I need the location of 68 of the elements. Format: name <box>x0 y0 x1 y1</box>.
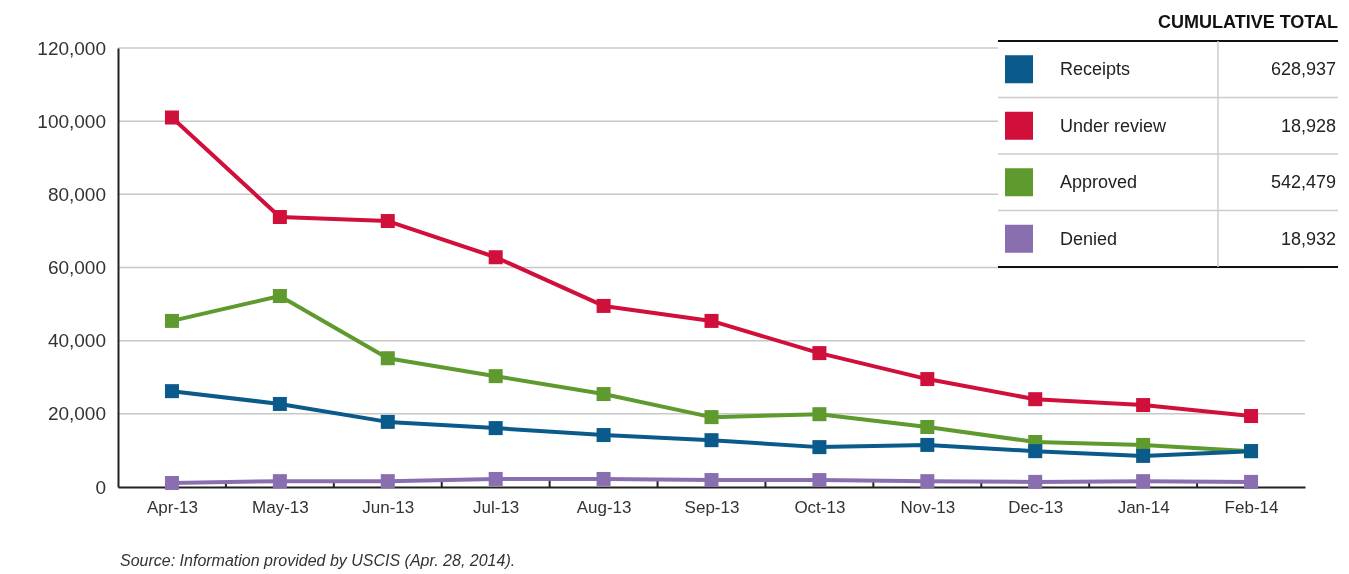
point <box>488 369 503 384</box>
point <box>704 313 719 328</box>
point <box>380 351 395 366</box>
point <box>596 471 611 486</box>
legend-label: Denied <box>1060 228 1118 249</box>
legend-label: Receipts <box>1060 59 1131 80</box>
legend-title: CUMULATIVE TOTAL <box>1158 12 1338 32</box>
point <box>704 410 719 425</box>
y-tick-label: 100,000 <box>37 110 106 132</box>
point <box>1028 392 1043 407</box>
point <box>164 110 179 125</box>
point <box>812 440 827 455</box>
x-tick-label: Jul-13 <box>473 498 520 518</box>
point <box>272 474 287 489</box>
point <box>1244 474 1259 489</box>
annotation: 18,932 <box>1280 228 1336 249</box>
point <box>1028 474 1043 489</box>
x-tick-label: May-13 <box>252 498 309 518</box>
point <box>380 474 395 489</box>
point <box>1028 444 1043 459</box>
point <box>380 214 395 229</box>
x-tick-label: Dec-13 <box>1008 498 1064 518</box>
point <box>920 420 935 434</box>
point <box>596 428 611 443</box>
point <box>272 396 287 411</box>
x-tick-label: Nov-13 <box>900 498 956 518</box>
point <box>1136 398 1151 413</box>
point <box>488 471 503 486</box>
annotation: 18,928 <box>1280 115 1336 136</box>
legend-label: Under review <box>1060 115 1168 136</box>
y-tick-label: 80,000 <box>47 183 106 205</box>
point <box>704 473 719 488</box>
point <box>920 372 935 387</box>
point <box>812 473 827 488</box>
x-tick-label: Aug-13 <box>576 498 632 518</box>
y-tick-label: 120,000 <box>37 37 106 59</box>
point <box>164 475 179 490</box>
point <box>1136 474 1151 489</box>
point <box>596 387 611 402</box>
x-tick-label: Sep-13 <box>684 498 740 518</box>
y-tick-label: 0 <box>95 476 106 498</box>
point <box>1136 448 1151 463</box>
y-tick-label: 20,000 <box>47 403 106 425</box>
point <box>488 250 503 265</box>
point <box>164 384 179 399</box>
point <box>380 414 395 429</box>
point <box>704 433 719 448</box>
point <box>272 289 287 304</box>
point <box>272 210 287 225</box>
source-note: Source: Information provided by USCIS (Apr. 28, 2014). <box>120 552 516 569</box>
x-tick-label: Apr-13 <box>146 498 198 518</box>
point <box>1244 409 1259 424</box>
x-tick-label: Jan-14 <box>1117 498 1170 518</box>
point <box>164 313 179 328</box>
x-tick-label: Feb-14 <box>1224 498 1279 518</box>
point <box>920 474 935 489</box>
annotation: 542,479 <box>1270 172 1336 193</box>
y-tick-label: 40,000 <box>47 330 106 352</box>
y-tick-label: 60,000 <box>47 257 106 279</box>
legend-label: Approved <box>1060 172 1138 193</box>
point <box>812 407 827 422</box>
x-tick-label: Jun-13 <box>362 498 415 518</box>
point <box>920 437 935 452</box>
x-tick-label: Oct-13 <box>794 498 846 518</box>
point <box>596 298 611 313</box>
point <box>488 421 503 436</box>
annotation: 628,937 <box>1270 59 1336 80</box>
point <box>812 346 827 361</box>
